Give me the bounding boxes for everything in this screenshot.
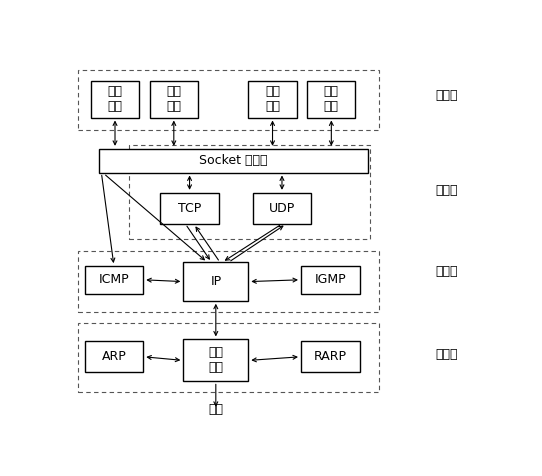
Bar: [183, 339, 248, 381]
Text: ARP: ARP: [101, 350, 126, 363]
Bar: [160, 193, 219, 224]
Text: IGMP: IGMP: [314, 273, 346, 286]
Bar: [78, 323, 378, 393]
Text: 网络层: 网络层: [435, 265, 458, 278]
Text: 用户
进程: 用户 进程: [166, 85, 182, 113]
Text: 应用层: 应用层: [435, 89, 458, 102]
Bar: [78, 70, 378, 130]
Text: UDP: UDP: [269, 202, 295, 215]
Text: 硬件
接口: 硬件 接口: [208, 347, 223, 375]
Bar: [253, 193, 311, 224]
Text: Socket 抽象层: Socket 抽象层: [199, 154, 268, 167]
Bar: [150, 81, 198, 118]
Bar: [99, 149, 368, 173]
Bar: [301, 266, 360, 294]
Bar: [301, 341, 360, 372]
Text: 运输层: 运输层: [435, 184, 458, 198]
Bar: [183, 262, 248, 301]
Text: RARP: RARP: [314, 350, 347, 363]
Text: 钉路层: 钉路层: [435, 347, 458, 360]
Bar: [128, 145, 370, 238]
Text: 媒体: 媒体: [209, 403, 223, 416]
Bar: [85, 341, 143, 372]
Bar: [78, 251, 378, 312]
Text: TCP: TCP: [178, 202, 201, 215]
Bar: [248, 81, 296, 118]
Bar: [85, 266, 143, 294]
Text: 用户
进程: 用户 进程: [265, 85, 280, 113]
Bar: [91, 81, 139, 118]
Text: ICMP: ICMP: [99, 273, 130, 286]
Text: 用户
进程: 用户 进程: [324, 85, 339, 113]
Bar: [307, 81, 356, 118]
Text: 用户
进程: 用户 进程: [107, 85, 122, 113]
Text: IP: IP: [210, 275, 221, 288]
